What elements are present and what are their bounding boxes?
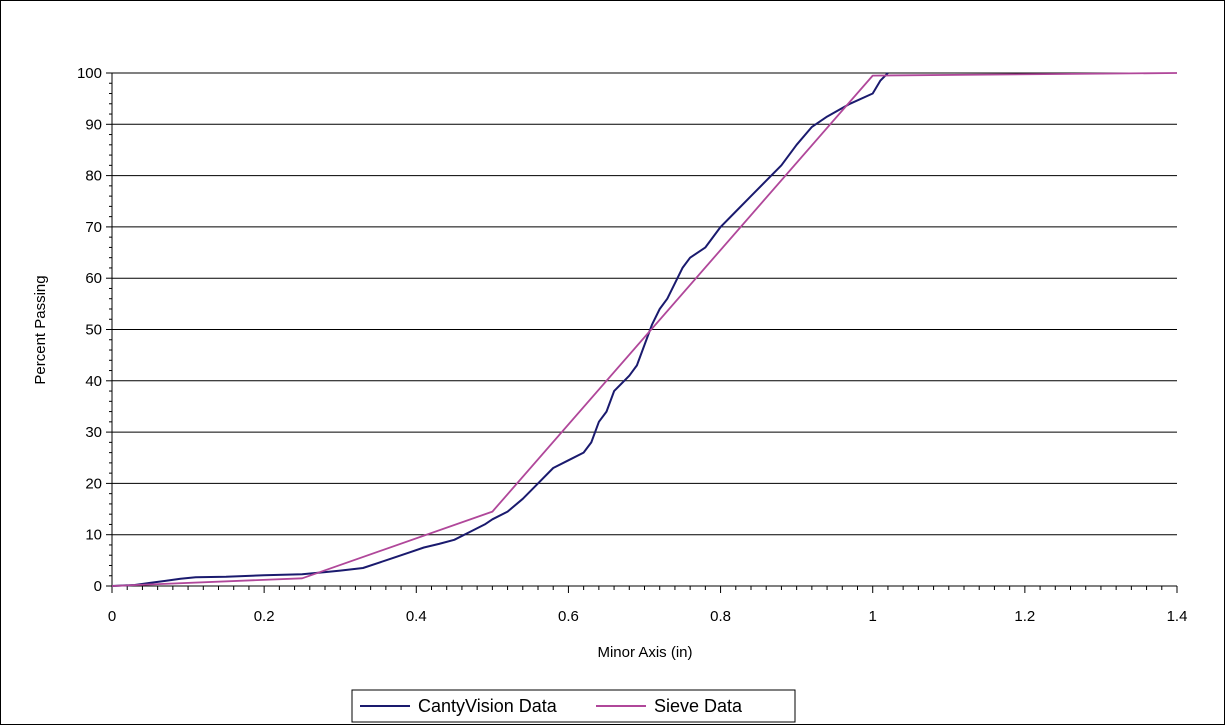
y-tick-label: 20 — [85, 475, 102, 492]
y-tick-label: 40 — [85, 373, 102, 390]
y-tick-label: 90 — [85, 116, 102, 133]
x-tick-label: 0.2 — [254, 608, 275, 625]
y-tick-label: 60 — [85, 270, 102, 287]
y-tick-label: 30 — [85, 424, 102, 441]
x-tick-label: 1 — [869, 608, 877, 625]
legend-label: CantyVision Data — [418, 696, 558, 716]
x-tick-label: 1.2 — [1014, 608, 1035, 625]
y-tick-label: 100 — [77, 65, 102, 82]
gridlines — [112, 73, 1177, 586]
x-tick-label: 0.4 — [406, 608, 427, 625]
x-tick-label: 0.6 — [558, 608, 579, 625]
x-axis-title: Minor Axis (in) — [597, 644, 692, 661]
legend-label: Sieve Data — [654, 696, 743, 716]
y-tick-label: 70 — [85, 219, 102, 236]
y-axis-title: Percent Passing — [32, 275, 49, 384]
y-tick-label: 10 — [85, 527, 102, 544]
y-tick-label: 80 — [85, 168, 102, 185]
axes — [106, 73, 1177, 593]
x-tick-label: 0 — [108, 608, 116, 625]
x-tick-label: 1.4 — [1167, 608, 1188, 625]
x-tick-label: 0.8 — [710, 608, 731, 625]
x-tick-labels: 0 0.2 0.4 0.6 0.8 1 1.2 1.4 — [108, 608, 1188, 625]
y-tick-label: 0 — [94, 578, 102, 595]
y-tick-label: 50 — [85, 322, 102, 339]
legend: CantyVision Data Sieve Data — [352, 690, 795, 722]
y-tick-labels: 0 10 20 30 40 50 60 70 80 90 100 — [77, 65, 102, 595]
